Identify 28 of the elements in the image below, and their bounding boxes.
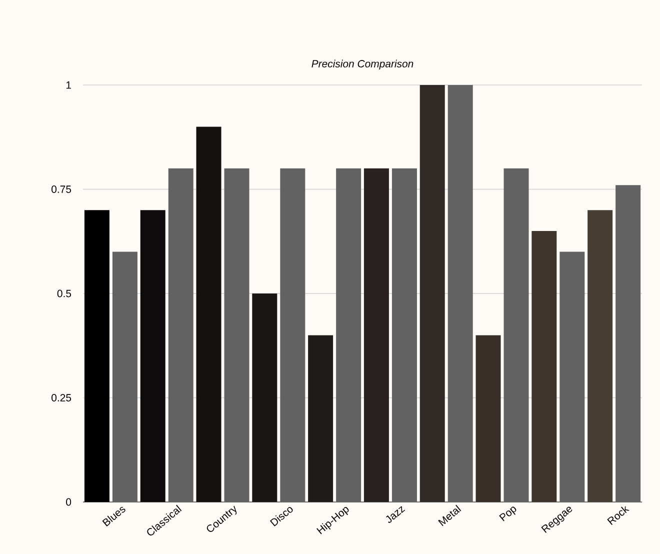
y-tick-label: 0.25 <box>52 394 72 402</box>
y-tick-label: 0.5 <box>57 290 72 298</box>
bar <box>392 168 417 502</box>
bar <box>448 84 473 502</box>
bar <box>168 168 194 502</box>
bar <box>532 230 557 502</box>
bar <box>112 252 138 502</box>
bar <box>84 210 110 502</box>
x-tick-label: Pop <box>499 506 516 522</box>
bar <box>420 84 445 502</box>
y-tick-label: 0.75 <box>52 186 72 193</box>
x-tick-label: Jazz <box>386 506 406 523</box>
bar <box>364 168 389 502</box>
bar <box>308 335 334 502</box>
bar <box>336 168 362 502</box>
bar <box>196 126 222 502</box>
bar <box>560 252 585 502</box>
bar <box>504 168 529 502</box>
bar <box>476 335 501 502</box>
bar <box>224 168 250 502</box>
y-tick-label: 0 <box>66 498 72 506</box>
bar <box>252 293 278 502</box>
bar <box>588 210 613 502</box>
y-tick-label: 1 <box>66 81 71 89</box>
bar <box>140 210 166 502</box>
bar <box>280 168 306 502</box>
chart-title: Precision Comparison <box>312 60 414 70</box>
bar <box>616 185 641 502</box>
